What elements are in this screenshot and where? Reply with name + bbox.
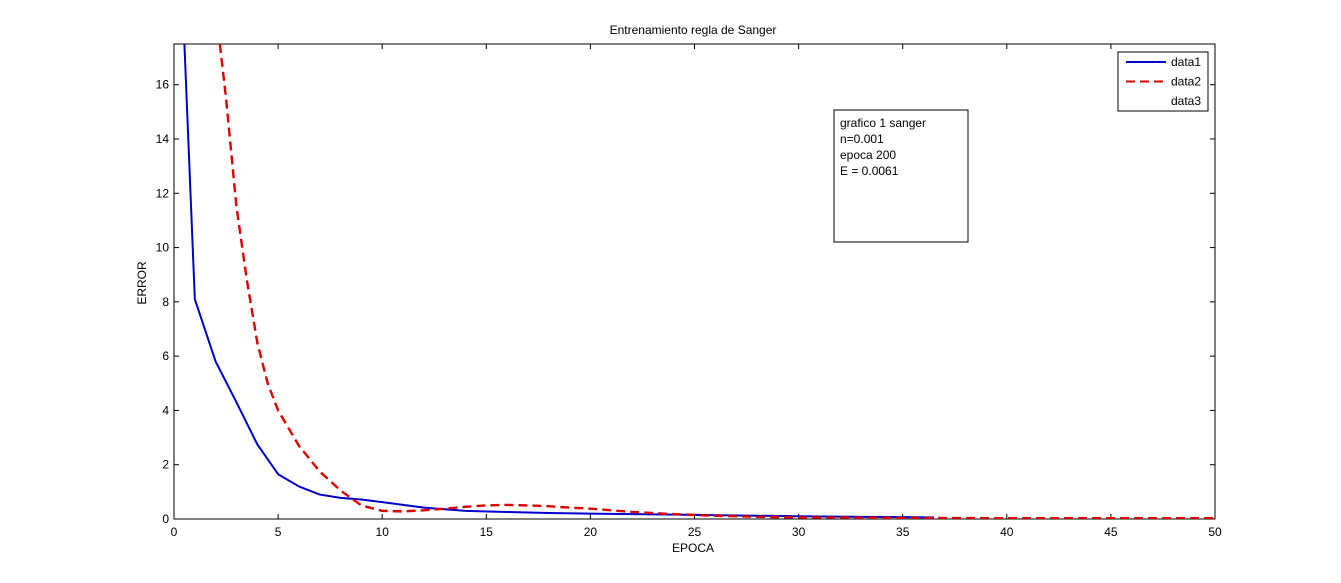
x-tick-label: 25 [688,525,702,539]
legend: data1 data2 data3 [1117,51,1209,112]
y-tick-label: 0 [162,512,169,526]
y-tick-label: 14 [156,132,170,146]
x-tick-label: 20 [584,525,598,539]
annotation-frame [833,109,969,243]
y-tick-label: 8 [162,295,169,309]
legend-label-data2: data2 [1171,75,1201,89]
annotation-line: E = 0.0061 [840,164,899,178]
y-tick-label: 16 [156,78,170,92]
y-tick-label: 10 [156,241,170,255]
x-tick-label: 10 [376,525,390,539]
legend-label-data1: data1 [1171,55,1201,69]
x-tick-label: 35 [896,525,910,539]
y-tick-label: 12 [156,186,170,200]
series-lines [183,44,1215,519]
x-axis-label: EPOCA [672,541,714,555]
x-tick-label: 5 [275,525,282,539]
y-tick-label: 6 [162,349,169,363]
x-tick-label: 45 [1104,525,1118,539]
annotation-line: grafico 1 sanger [840,116,926,130]
x-tick-label: 30 [792,525,806,539]
plot-area: 0 5 10 15 20 25 30 35 40 45 50 0 2 4 6 8 10 12 14 16 [156,43,1222,539]
legend-label-data3: data3 [1171,94,1201,108]
series-line-data2 [218,44,1215,519]
x-tick-label: 50 [1208,525,1222,539]
x-tick-label: 40 [1000,525,1014,539]
annotation-line: n=0.001 [840,132,884,146]
axes-box [173,43,1216,520]
y-ticks: 0 2 4 6 8 10 12 14 16 [156,78,1215,526]
annotation-line: epoca 200 [840,148,896,162]
chart-title: Entrenamiento regla de Sanger [610,23,777,37]
y-axis-label: ERROR [135,261,149,305]
annotation-box: grafico 1 sanger n=0.001 epoca 200 E = 0.00… [833,109,969,243]
x-tick-label: 15 [480,525,494,539]
y-tick-label: 4 [162,403,169,417]
series-line-data1 [183,44,934,519]
x-tick-label: 0 [171,525,178,539]
y-tick-label: 2 [162,458,169,472]
